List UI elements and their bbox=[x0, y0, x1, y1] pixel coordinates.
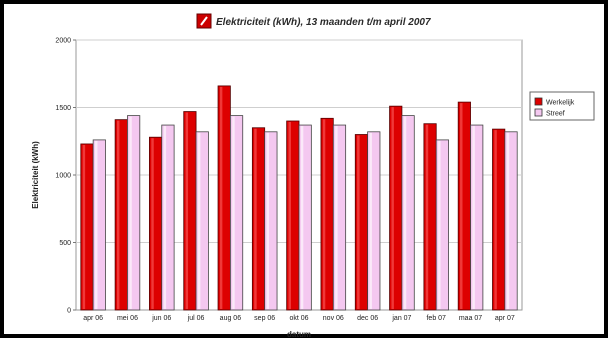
legend-label: Werkelijk bbox=[546, 100, 575, 107]
bar-streef bbox=[435, 139, 449, 311]
bar-streef bbox=[229, 115, 244, 311]
bar-streef bbox=[195, 131, 209, 311]
x-tick-label: mei 06 bbox=[117, 315, 138, 322]
chart-title: Elektriciteit (kWh), 13 maanden t/m apri… bbox=[216, 17, 431, 28]
x-tick-label: okt 06 bbox=[289, 315, 308, 322]
chart-logo-slash bbox=[200, 16, 208, 26]
x-tick-label: dec 06 bbox=[357, 315, 378, 322]
chart: Elektriciteit (kWh), 13 maanden t/m apri… bbox=[31, 13, 595, 339]
x-tick-label: nov 06 bbox=[323, 315, 344, 322]
y-tick-label: 2000 bbox=[55, 38, 71, 45]
bar-streef bbox=[264, 131, 278, 311]
x-tick-label: aug 06 bbox=[220, 315, 242, 322]
bar-werkelijk bbox=[492, 128, 506, 311]
bar-streef bbox=[161, 124, 175, 311]
bar-streef bbox=[504, 131, 518, 311]
bar-werkelijk bbox=[389, 105, 403, 311]
legend: Werkelijk Streef bbox=[529, 91, 595, 121]
bar-streef bbox=[367, 131, 381, 311]
bar-werkelijk bbox=[354, 134, 369, 311]
x-tick-label: feb 07 bbox=[426, 315, 446, 322]
bar-streef bbox=[401, 115, 415, 311]
bar-werkelijk bbox=[286, 120, 300, 311]
y-tick-label: 1500 bbox=[55, 105, 71, 112]
legend-label: Streef bbox=[546, 111, 565, 118]
x-tick-label: apr 07 bbox=[495, 315, 515, 322]
bar-werkelijk bbox=[320, 117, 334, 311]
y-tick-label: 0 bbox=[67, 308, 71, 315]
x-tick-label: jul 06 bbox=[187, 315, 205, 322]
bar-streef bbox=[127, 115, 141, 311]
x-tick-label: jan 07 bbox=[391, 315, 411, 322]
y-tick-label: 1000 bbox=[55, 173, 71, 180]
bar-streef bbox=[92, 139, 106, 311]
legend-box bbox=[529, 91, 595, 121]
bar-werkelijk bbox=[457, 101, 471, 311]
legend-swatch bbox=[534, 108, 543, 117]
bar-streef bbox=[332, 124, 347, 311]
x-axis-ticks: apr 06 mei 06 jun 06 jul 06 aug 06 sep 06 okt … bbox=[83, 315, 515, 322]
bar-werkelijk bbox=[423, 123, 437, 311]
legend-swatch bbox=[534, 97, 543, 106]
bar-werkelijk bbox=[217, 85, 231, 311]
bar-werkelijk bbox=[114, 119, 128, 311]
bar-streef bbox=[470, 124, 484, 311]
x-tick-label: jun 06 bbox=[151, 315, 171, 322]
bars bbox=[80, 85, 518, 311]
x-tick-label: apr 06 bbox=[83, 315, 103, 322]
y-axis-title: Elektriciteit (kWh) bbox=[31, 141, 40, 209]
y-tick-label: 500 bbox=[59, 240, 71, 247]
x-axis-title: datum bbox=[287, 330, 311, 339]
bar-werkelijk bbox=[149, 136, 163, 311]
chart-title-group: Elektriciteit (kWh), 13 maanden t/m apri… bbox=[196, 13, 431, 29]
x-tick-label: maa 07 bbox=[459, 315, 482, 322]
bar-werkelijk bbox=[251, 127, 266, 311]
bar-werkelijk bbox=[183, 111, 197, 311]
y-axis-ticks: 0 500 1000 1500 2000 bbox=[55, 38, 76, 315]
bar-streef bbox=[298, 124, 312, 311]
bar-werkelijk bbox=[80, 143, 94, 311]
x-tick-label: sep 06 bbox=[254, 315, 275, 322]
